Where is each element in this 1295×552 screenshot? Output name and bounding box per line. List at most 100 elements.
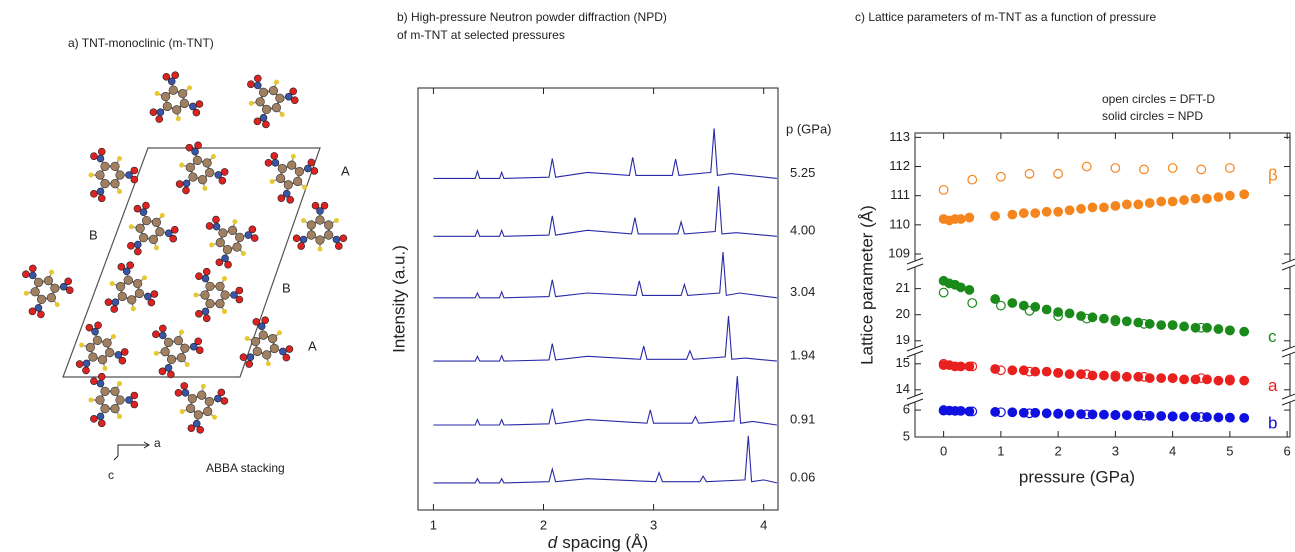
atom [175, 180, 184, 188]
atom [88, 172, 94, 178]
atom [48, 269, 54, 275]
npd-point [1202, 193, 1212, 204]
molecule [127, 201, 179, 256]
atom [171, 71, 180, 80]
atom [28, 307, 37, 316]
atom [294, 166, 304, 177]
atom [100, 161, 110, 171]
atom [239, 353, 248, 361]
atom [79, 342, 85, 348]
atom [127, 295, 137, 305]
layer-label: A [341, 163, 350, 178]
npd-point [1053, 408, 1064, 419]
y-tick-label: 21 [896, 280, 910, 295]
npd-point [955, 405, 966, 416]
npd-point [1144, 373, 1155, 384]
series-label: c [1268, 327, 1277, 346]
atom [187, 424, 196, 433]
npd-point [1099, 202, 1109, 213]
npd-point [1239, 189, 1250, 200]
atom [96, 187, 105, 196]
axis-break [906, 344, 924, 352]
y-tick-label: 110 [889, 216, 910, 231]
atom [154, 91, 160, 97]
atom [202, 314, 211, 323]
atom [250, 234, 259, 242]
atom [179, 162, 185, 168]
atom [203, 406, 213, 417]
x-tick-label: 2 [540, 517, 547, 532]
atom [292, 234, 301, 243]
atom [153, 350, 159, 356]
atom [333, 217, 339, 223]
npd-point [1121, 316, 1132, 327]
atom [88, 352, 98, 362]
atom [161, 91, 171, 102]
atom [315, 235, 325, 245]
x-tick-label: 2 [1055, 443, 1062, 458]
atom [202, 267, 211, 276]
atom [258, 87, 269, 97]
npd-trace [433, 186, 777, 237]
npd-point [1053, 368, 1064, 378]
y-axis-label: Lattice parameter (Å) [857, 205, 876, 365]
atom [23, 290, 29, 296]
npd-point [1121, 371, 1132, 382]
atom [173, 336, 184, 346]
atom [189, 342, 198, 351]
atom [218, 228, 228, 238]
npd-point [1179, 411, 1189, 422]
atom [29, 264, 37, 273]
atom [126, 261, 135, 270]
dft-point [1167, 163, 1178, 173]
molecule [152, 324, 204, 379]
npd-point [1167, 320, 1178, 331]
atom [90, 190, 98, 198]
npd-point [1076, 409, 1086, 420]
axis-break-gap [1282, 348, 1295, 354]
atom [265, 361, 271, 367]
y-tick-label: 6 [903, 402, 910, 417]
atom [96, 412, 105, 421]
atom [22, 270, 30, 279]
atom [200, 383, 206, 389]
molecule [22, 264, 74, 319]
npd-point [1156, 320, 1167, 331]
atom [102, 365, 108, 371]
atom [301, 218, 307, 223]
x-tick-label: 3 [1112, 443, 1119, 458]
npd-point [1099, 313, 1109, 324]
atom [184, 362, 190, 368]
npd-point [1087, 312, 1098, 323]
atom [215, 258, 224, 267]
atom [262, 120, 270, 129]
x-tick-label: 1 [430, 517, 437, 532]
chart-title: of m-TNT at selected pressures [397, 28, 565, 42]
dft-point [1081, 161, 1092, 172]
atom [178, 329, 184, 335]
atom [117, 188, 122, 194]
atom [222, 245, 233, 255]
atom [130, 306, 136, 312]
atom [180, 343, 190, 353]
npd-point [1076, 311, 1086, 321]
axis-break [1281, 258, 1295, 265]
npd-trace [433, 315, 777, 362]
atom [307, 158, 316, 167]
axis-label: a [154, 436, 161, 450]
npd-point [1190, 193, 1201, 204]
atom [297, 242, 305, 250]
atom [332, 235, 341, 244]
npd-point [1007, 365, 1018, 376]
npd-point [1167, 196, 1178, 207]
atom [311, 201, 320, 210]
unit-cell [62, 147, 321, 378]
npd-point [1121, 410, 1132, 421]
atom [64, 277, 73, 286]
npd-point [1121, 199, 1132, 210]
npd-point [1144, 198, 1155, 208]
atom [202, 158, 212, 168]
npd-point [1179, 321, 1189, 332]
atom [214, 171, 223, 179]
